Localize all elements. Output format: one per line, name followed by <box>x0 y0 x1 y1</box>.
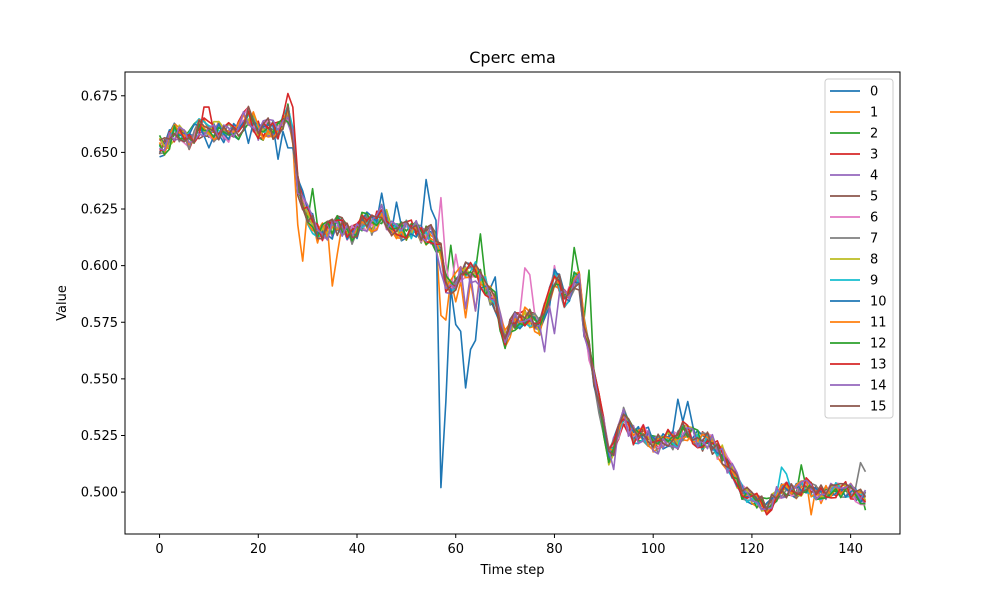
legend-label-8: 8 <box>870 253 878 268</box>
plot-area <box>124 71 901 535</box>
legend-label-14: 14 <box>870 379 887 394</box>
chart-title: Cperc ema <box>469 48 556 67</box>
legend-label-9: 9 <box>870 274 878 289</box>
legend-label-15: 15 <box>870 400 887 415</box>
legend-label-6: 6 <box>870 211 878 226</box>
y-tick-label: 0.525 <box>81 429 118 444</box>
legend-label-10: 10 <box>870 295 887 310</box>
x-axis-title: Time step <box>479 563 544 578</box>
legend-label-0: 0 <box>870 85 878 100</box>
y-axis-title: Value <box>55 285 70 321</box>
y-tick-label: 0.650 <box>81 146 118 161</box>
legend-box <box>824 78 894 419</box>
series-line-14 <box>159 110 867 511</box>
y-tick-label: 0.500 <box>81 486 118 501</box>
y-tick-label: 0.600 <box>81 259 118 274</box>
x-tick-label: 20 <box>250 542 267 557</box>
series-line-15 <box>159 105 867 511</box>
y-tick-label: 0.550 <box>81 372 118 387</box>
legend-label-12: 12 <box>870 337 887 352</box>
legend-label-11: 11 <box>870 316 887 331</box>
x-tick-label: 80 <box>546 542 563 557</box>
plot-frame <box>124 71 901 535</box>
y-tick-label: 0.675 <box>81 89 118 104</box>
y-tick-label: 0.625 <box>81 203 118 218</box>
x-tick-label: 60 <box>447 542 464 557</box>
legend-label-7: 7 <box>870 232 878 247</box>
y-tick-label: 0.575 <box>81 316 118 331</box>
x-tick-label: 100 <box>641 542 666 557</box>
legend-label-5: 5 <box>870 190 878 205</box>
x-tick-label: 140 <box>838 542 863 557</box>
x-tick-label: 120 <box>739 542 764 557</box>
x-tick-label: 40 <box>349 542 366 557</box>
x-tick-label: 0 <box>155 542 163 557</box>
legend-label-1: 1 <box>870 106 878 121</box>
legend-label-4: 4 <box>870 169 878 184</box>
x-axis: 0 20 40 60 80 100 120 140 <box>155 534 863 557</box>
legend-label-3: 3 <box>870 148 878 163</box>
legend-label-2: 2 <box>870 127 878 142</box>
legend-label-13: 13 <box>870 358 887 373</box>
series-lines <box>158 92 867 516</box>
y-axis: 0.500 0.525 0.550 0.575 0.600 0.625 0.650 0.675 <box>81 89 125 501</box>
